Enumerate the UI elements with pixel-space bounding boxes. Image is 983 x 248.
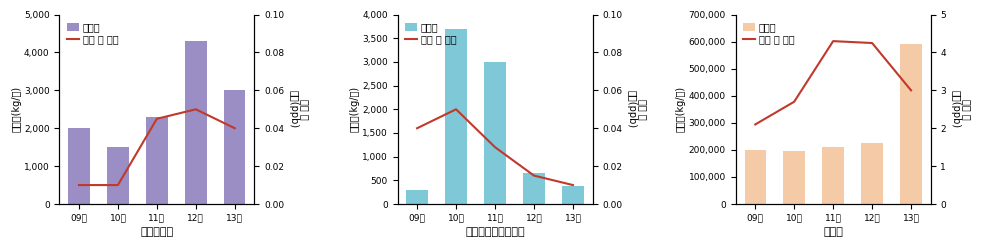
대기 중 농도	[450, 108, 462, 111]
Bar	[146, 117, 167, 204]
Bar	[406, 190, 428, 204]
Legend: 배출량, 대기 중 농도: 배출량, 대기 중 농도	[402, 20, 459, 47]
X-axis label: 클로로포름: 클로로포름	[141, 227, 173, 237]
Line: 대기 중 농도: 대기 중 농도	[755, 41, 911, 124]
Bar	[68, 128, 89, 204]
대기 중 농도	[190, 108, 202, 111]
Y-axis label: 배출량(kg/년): 배출량(kg/년)	[349, 86, 359, 132]
대기 중 농도	[112, 184, 124, 186]
Bar	[783, 151, 805, 204]
대기 중 농도	[490, 146, 501, 149]
대기 중 농도	[866, 41, 878, 44]
Line: 대기 중 농도: 대기 중 농도	[417, 109, 573, 185]
대기 중 농도	[749, 123, 761, 126]
Bar	[224, 90, 246, 204]
Bar	[823, 147, 843, 204]
Line: 대기 중 농도: 대기 중 농도	[79, 109, 235, 185]
Bar	[900, 44, 922, 204]
대기 중 농도	[229, 127, 241, 130]
Bar	[185, 41, 206, 204]
대기 중 농도	[788, 100, 800, 103]
Y-axis label: 배출량(kg/년): 배출량(kg/년)	[11, 86, 21, 132]
Bar	[107, 147, 129, 204]
Legend: 배출량, 대기 중 농도: 배출량, 대기 중 농도	[740, 20, 797, 47]
X-axis label: 테드라클로로에틸렌: 테드라클로로에틸렌	[465, 227, 525, 237]
대기 중 농도	[73, 184, 85, 186]
Legend: 배출량, 대기 중 농도: 배출량, 대기 중 농도	[64, 20, 121, 47]
대기 중 농도	[905, 89, 917, 92]
대기 중 농도	[528, 174, 540, 177]
Bar	[445, 29, 467, 204]
Bar	[744, 150, 766, 204]
Bar	[861, 143, 883, 204]
대기 중 농도	[411, 127, 423, 130]
Y-axis label: 배출량(kg/년): 배출량(kg/년)	[676, 86, 686, 132]
X-axis label: 돌루엔: 돌루엔	[823, 227, 843, 237]
대기 중 농도	[567, 184, 579, 186]
대기 중 농도	[151, 117, 163, 120]
Y-axis label: 대기 중
농도(ppb): 대기 중 농도(ppb)	[626, 90, 648, 128]
Y-axis label: 대기 중
농도(ppb): 대기 중 농도(ppb)	[951, 90, 972, 128]
Bar	[523, 173, 545, 204]
Bar	[562, 186, 584, 204]
Bar	[485, 62, 505, 204]
Y-axis label: 대기 중
농도(ppb): 대기 중 농도(ppb)	[288, 90, 310, 128]
대기 중 농도	[828, 40, 839, 43]
